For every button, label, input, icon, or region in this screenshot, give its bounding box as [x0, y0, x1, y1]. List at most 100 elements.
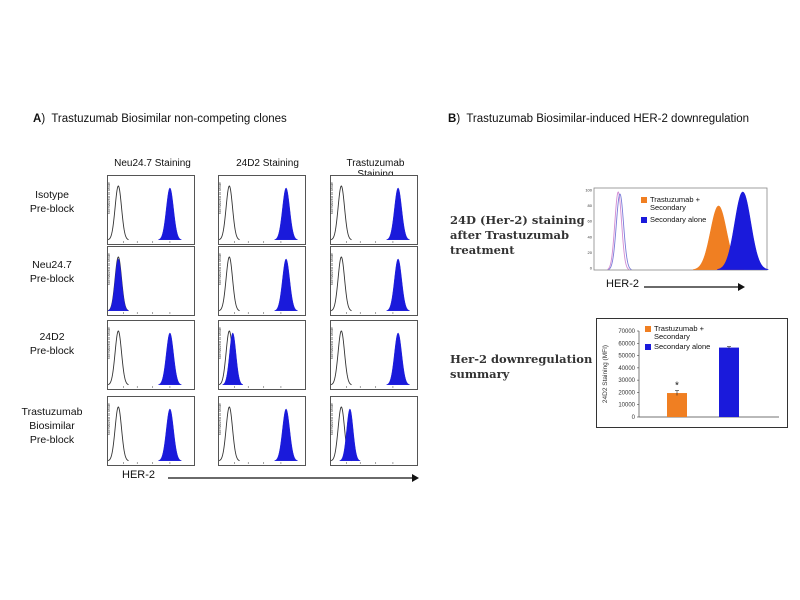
histogram-svg	[219, 185, 298, 243]
row-header-line: Pre-block	[29, 203, 75, 215]
histogram-svg	[219, 406, 298, 464]
bar-y-tick-label: 50000	[618, 354, 635, 360]
stained-histogram	[386, 258, 410, 311]
stained-histogram	[222, 332, 244, 385]
row-header-line: Isotype	[35, 189, 69, 201]
overlay-legend-trastuzumab: Trastuzumab + Secondary	[641, 196, 708, 212]
row-header-24d2: 24D2 Pre-block	[12, 330, 92, 358]
bar-y-tick-label: 70000	[618, 329, 635, 335]
histogram-panel: Normalized To Mode	[107, 320, 195, 390]
column-header-trastuzumab: Trastuzumab Staining	[346, 158, 405, 180]
row-header-line: Pre-block	[29, 345, 75, 357]
panel-b-letter: B	[448, 113, 457, 125]
overlay-control-outline	[608, 193, 632, 270]
histogram-svg	[108, 185, 182, 243]
histogram-svg	[331, 256, 410, 314]
panel-b-axis-label: HER-2	[606, 278, 640, 290]
panel-a-axis-label: HER-2	[122, 469, 156, 481]
histogram-panel: Normalized To Mode	[218, 396, 306, 466]
isotype-histogram	[331, 330, 352, 386]
overlay-y-tick: 0	[590, 266, 593, 271]
significance-marker: *	[675, 381, 679, 392]
row-header-isotype: Isotype Pre-block	[12, 188, 92, 216]
description-line: Her-2 downregulation	[450, 352, 593, 366]
description-line: after Trastuzumab	[450, 228, 570, 242]
description-line: summary	[450, 367, 510, 381]
histogram-svg	[331, 185, 410, 243]
histogram-panel: Normalized To Mode	[330, 175, 418, 245]
legend-label: Secondary alone	[654, 342, 711, 351]
bar-y-axis-label: 24D2 Staining (MFI)	[602, 345, 609, 403]
row-header-line: Neu24.7	[32, 259, 72, 271]
row-header-line: Pre-block	[29, 434, 75, 446]
histogram-panel: Normalized To Mode	[107, 246, 195, 316]
bar-legend-trastuzumab: Trastuzumab + Secondary	[645, 325, 716, 341]
histogram-svg	[219, 256, 298, 314]
overlay-legend-secondary: Secondary alone	[641, 216, 706, 224]
panel-a-axis-arrow	[168, 474, 419, 482]
panel-b-description-summary: Her-2 downregulation summary	[450, 352, 592, 382]
overlay-y-tick: 40	[588, 234, 593, 239]
isotype-histogram	[108, 185, 129, 241]
stained-histogram	[274, 408, 298, 461]
legend-swatch-blue	[641, 217, 647, 223]
panel-b-description-staining: 24D (Her-2) staining after Trastuzumab t…	[450, 213, 585, 258]
legend-label: Trastuzumab + Secondary	[650, 195, 700, 212]
histogram-panel: Normalized To Mode	[218, 320, 306, 390]
stained-histogram	[158, 408, 182, 461]
row-header-trastuzumab: Trastuzumab Biosimilar Pre-block	[12, 405, 92, 447]
stained-histogram	[108, 258, 129, 311]
legend-swatch-orange	[645, 326, 651, 332]
histogram-panel: Normalized To Mode	[218, 246, 306, 316]
legend-label: Trastuzumab + Secondary	[654, 324, 704, 341]
stained-histogram	[158, 187, 182, 240]
bar	[667, 393, 687, 417]
overlay-y-tick: 80	[588, 203, 593, 208]
row-header-line: 24D2	[39, 331, 65, 343]
panel-a-letter: A	[33, 113, 42, 125]
bar-y-tick-label: 60000	[618, 341, 635, 347]
isotype-histogram	[219, 185, 240, 241]
isotype-histogram	[331, 256, 352, 312]
histogram-svg	[108, 256, 171, 314]
bar-chart-frame: 0 10000 20000 30000 40000 50000 60000 70000 24D2…	[596, 318, 788, 428]
row-header-neu247: Neu24.7 Pre-block	[12, 258, 92, 286]
overlay-y-tick: 20	[588, 250, 593, 255]
bar-y-tick-label: 20000	[618, 390, 635, 396]
panel-b-title-text: Trastuzumab Biosimilar-induced HER-2 dow…	[466, 113, 750, 125]
row-header-line: Trastuzumab	[21, 406, 83, 418]
description-line: 24D (Her-2) staining	[450, 213, 585, 227]
row-header-line: Biosimilar	[29, 420, 75, 432]
overlay-y-tick: 60	[588, 219, 593, 224]
histogram-svg	[108, 406, 182, 464]
overlay-series-histogram	[717, 191, 769, 270]
stained-histogram	[386, 332, 410, 385]
histogram-panel: Normalized To Mode	[330, 320, 418, 390]
isotype-histogram	[108, 406, 129, 462]
bar-y-tick-label: 10000	[618, 403, 635, 409]
bar	[719, 347, 739, 417]
bar-y-tick-label: 0	[632, 415, 636, 421]
histogram-panel: Normalized To Mode	[107, 396, 195, 466]
isotype-histogram	[331, 185, 352, 241]
bar-y-tick-label: 40000	[618, 366, 635, 372]
stained-histogram	[158, 332, 182, 385]
stained-histogram	[274, 187, 298, 240]
bar-legend-secondary: Secondary alone	[645, 343, 710, 351]
row-header-line: Pre-block	[29, 273, 75, 285]
legend-label: Secondary alone	[650, 215, 707, 224]
histogram-panel: Normalized To Mode	[330, 396, 418, 466]
column-header-24d2: 24D2 Staining	[236, 158, 299, 169]
column-header-neu247: Neu24.7 Staining	[114, 158, 191, 169]
isotype-histogram	[219, 406, 240, 462]
bar-y-tick-label: 30000	[618, 378, 635, 384]
stained-histogram	[274, 258, 298, 311]
histogram-panel: Normalized To Mode	[218, 175, 306, 245]
stained-histogram	[339, 408, 361, 461]
histogram-svg	[331, 330, 410, 388]
panel-b-title: B) Trastuzumab Biosimilar-induced HER-2 …	[448, 113, 750, 125]
histogram-panel: Normalized To Mode	[330, 246, 418, 316]
panel-b-axis-arrow	[644, 283, 745, 291]
overlay-histogram: 100 80 60 40 20 0	[585, 188, 769, 271]
